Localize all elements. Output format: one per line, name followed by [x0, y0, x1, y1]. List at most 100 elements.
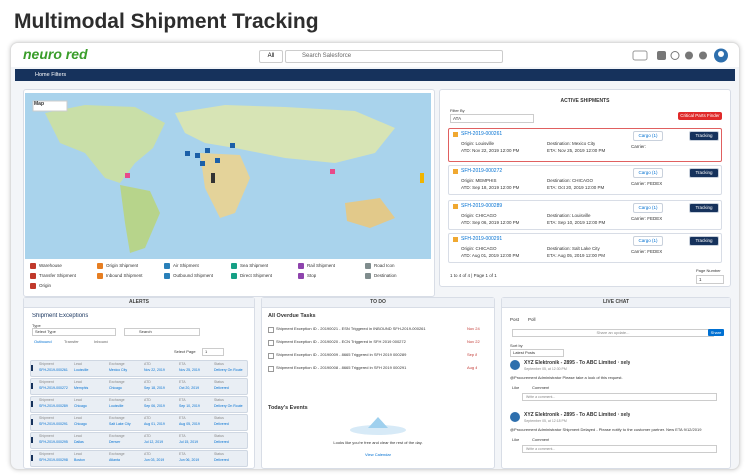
- cell: Denver: [109, 440, 121, 444]
- search-scope[interactable]: All: [259, 50, 283, 63]
- select-page-input[interactable]: 1: [202, 348, 224, 356]
- shipment-card[interactable]: SFH-2019-000272 Origin: MEMPHIS ATD: Sep 1…: [448, 165, 722, 195]
- cell: SFH-2019-000295: [39, 440, 68, 444]
- task-checkbox[interactable]: [268, 340, 274, 346]
- nav-bar: [15, 69, 735, 81]
- expand-icon: [31, 401, 33, 407]
- column-label: Shipment: [39, 452, 54, 456]
- carrier: Carrier: FEDEX: [631, 216, 663, 221]
- alerts-tab[interactable]: Transfer: [64, 339, 79, 344]
- page-number-input[interactable]: 1: [696, 275, 724, 284]
- alerts-panel: ALERTS Shipment Exceptions Type Select T…: [23, 297, 255, 469]
- shipment-id[interactable]: SFH-2019-000272: [461, 168, 503, 174]
- events-empty: Looks like you're free and clear the res…: [333, 440, 423, 445]
- shipment-id[interactable]: SFH-2019-000261: [461, 131, 503, 137]
- alert-row[interactable]: Shipment SFH-2019-000272 Lead Memphis Exchan…: [30, 378, 248, 395]
- expand-icon: [31, 383, 33, 389]
- cargo-button[interactable]: Cargo (1): [633, 131, 663, 141]
- alert-row[interactable]: Shipment SFH-2019-000291 Lead Chicago Exchan…: [30, 414, 248, 431]
- alert-row[interactable]: Shipment SFH-2019-000289 Lead Chicago Exchan…: [30, 396, 248, 413]
- task-checkbox[interactable]: [268, 353, 274, 359]
- active-shipments-panel: ACTIVE SHIPMENTS Filter By ATA Critical …: [439, 89, 731, 287]
- legend-label: Outbound Shipment: [173, 273, 214, 278]
- tracking-button[interactable]: Tracking: [689, 236, 719, 246]
- comment-button[interactable]: Comment: [532, 385, 550, 390]
- critical-parts-button[interactable]: Critical Parts Finder: [678, 112, 722, 120]
- comment-input[interactable]: Write a comment...: [522, 393, 717, 401]
- like-button[interactable]: Like: [512, 437, 520, 442]
- calendar-link[interactable]: View Calendar: [365, 452, 391, 457]
- tracking-button[interactable]: Tracking: [689, 203, 719, 213]
- shipment-id[interactable]: SFH-2019-000289: [461, 203, 503, 209]
- cargo-button[interactable]: Cargo (1): [633, 168, 663, 178]
- live-chat-panel: LIVE CHAT Share an update... Share Sort …: [501, 297, 731, 469]
- task-text[interactable]: Shipment Exception ID - 20190021 - ESN T…: [276, 326, 426, 331]
- column-label: ETA: [179, 398, 186, 402]
- comment-input[interactable]: Write a comment...: [522, 445, 717, 453]
- column-label: ATD: [144, 362, 151, 366]
- expand-icon: [31, 455, 33, 461]
- legend-swatch: [30, 283, 36, 289]
- nav-home-filters[interactable]: Home Filters: [35, 72, 67, 78]
- post-author[interactable]: XYZ Elektronik - 2895 - To ABC Limited ·…: [524, 360, 631, 366]
- cell: SFH-2019-000298: [39, 458, 68, 462]
- alert-row[interactable]: Shipment SFH-2019-000298 Lead Boston Exchang…: [30, 450, 248, 467]
- type-select[interactable]: Select Type: [32, 328, 116, 336]
- task-due: Sep 8: [467, 352, 478, 357]
- alerts-tab[interactable]: Outbound: [34, 339, 52, 344]
- tracking-button[interactable]: Tracking: [689, 168, 719, 178]
- column-label: Status: [214, 434, 224, 438]
- tracking-button[interactable]: Tracking: [689, 131, 719, 141]
- cell: Chicago: [74, 422, 87, 426]
- shipment-id[interactable]: SFH-2019-000291: [461, 236, 503, 242]
- cell: Jun 03, 2019: [144, 458, 165, 462]
- column-label: Status: [214, 416, 224, 420]
- filter-select[interactable]: ATA: [450, 114, 534, 123]
- cell: Louisville: [109, 404, 124, 408]
- destination: Destination: Salt Lake City: [547, 246, 600, 251]
- post-author[interactable]: XYZ Elektronik - 2895 - To ABC Limited ·…: [524, 412, 631, 418]
- shipment-card[interactable]: SFH-2019-000261 Origin: Louisville ATD: No…: [448, 128, 722, 162]
- cell: Sep 18, 2019: [144, 386, 165, 390]
- cell: Delivered: [214, 422, 229, 426]
- destination: Destination: Mexico City: [547, 141, 596, 146]
- alerts-heading: Shipment Exceptions: [32, 313, 89, 319]
- cell: Jun 06, 2019: [179, 458, 200, 462]
- cargo-button[interactable]: Cargo (1): [633, 236, 663, 246]
- cargo-button[interactable]: Cargo (1): [633, 203, 663, 213]
- alert-row[interactable]: Shipment SFH-2019-000295 Lead Dallas Exchang…: [30, 432, 248, 449]
- sort-select[interactable]: Latest Posts: [510, 349, 564, 357]
- alerts-tab[interactable]: Inbound: [94, 339, 109, 344]
- events-heading: Today's Events: [268, 405, 308, 411]
- column-label: Lead: [74, 398, 82, 402]
- atd: ATD: Aug 01, 2019 12:00 PM: [461, 253, 520, 258]
- alert-row[interactable]: Shipment SFH-2019-000261 Lead Louisville Exc…: [30, 360, 248, 377]
- task-text[interactable]: Shipment Exception ID - 20190009 - 8665 …: [276, 352, 407, 357]
- chat-tab[interactable]: Post: [510, 317, 520, 322]
- alerts-search[interactable]: Search: [124, 328, 200, 336]
- column-label: ETA: [179, 434, 186, 438]
- panel-title: LIVE CHAT: [502, 298, 730, 308]
- cell: Memphis: [74, 386, 89, 390]
- task-checkbox[interactable]: [268, 327, 274, 333]
- search-input[interactable]: Search Salesforce: [285, 50, 503, 63]
- share-button[interactable]: Share: [708, 329, 724, 336]
- like-button[interactable]: Like: [512, 385, 520, 390]
- task-text[interactable]: Shipment Exception ID - 20190008 - 8665 …: [276, 365, 407, 370]
- eta: ETA: Oct 20, 2019 12:00 PM: [547, 185, 605, 190]
- chat-tab[interactable]: Poll: [528, 317, 536, 322]
- cell: Delivered: [214, 458, 229, 462]
- pager: 1 to 4 of 4 | Page 1 of 1: [450, 273, 497, 278]
- shipment-card[interactable]: SFH-2019-000291 Origin: CHICAGO ATD: Aug 0…: [448, 233, 722, 263]
- legend-label: Inbound Shipment: [106, 273, 143, 278]
- task-checkbox[interactable]: [268, 366, 274, 372]
- comment-button[interactable]: Comment: [532, 437, 550, 442]
- task-text[interactable]: Shipment Exception ID - 20190020 - ECN T…: [276, 339, 406, 344]
- share-input[interactable]: Share an update...: [512, 329, 714, 337]
- column-label: Shipment: [39, 380, 54, 384]
- map: [25, 93, 431, 259]
- shipment-card[interactable]: SFH-2019-000289 Origin: CHICAGO ATD: Sep 0…: [448, 200, 722, 230]
- column-label: Exchange: [109, 416, 125, 420]
- shipment-icon: [453, 237, 458, 242]
- logo: neuro red: [23, 46, 88, 62]
